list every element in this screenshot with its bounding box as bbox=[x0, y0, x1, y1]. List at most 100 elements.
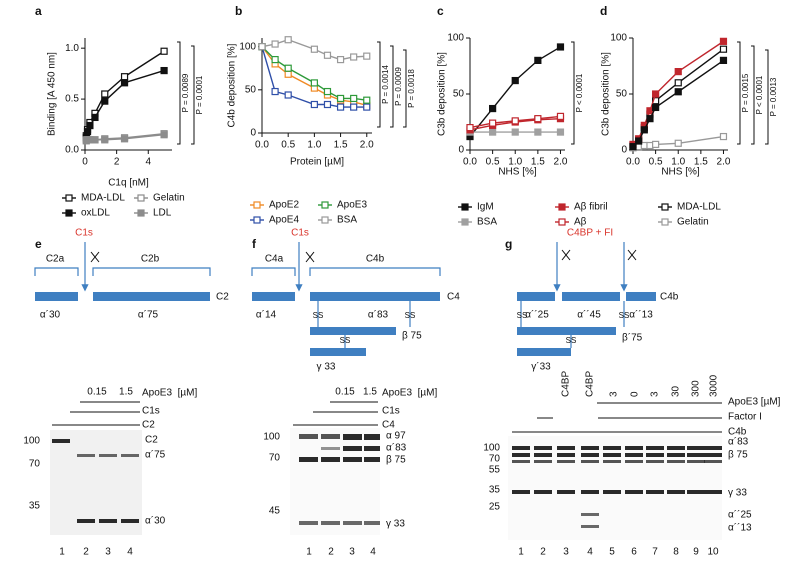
y-axis-label: Binding [A 450 nm] bbox=[47, 52, 58, 136]
band bbox=[121, 519, 139, 523]
chain-bar bbox=[517, 348, 571, 356]
band bbox=[99, 519, 117, 523]
disulfide bbox=[520, 301, 625, 348]
significance-bracket bbox=[737, 41, 741, 145]
band bbox=[603, 446, 621, 450]
header-line bbox=[293, 401, 378, 426]
bracket bbox=[251, 267, 441, 276]
blot bbox=[50, 430, 142, 535]
blot bbox=[508, 436, 722, 540]
diagram-label: β´75 bbox=[622, 332, 643, 344]
blot-label: 100 bbox=[23, 436, 40, 447]
diagram-label: e bbox=[35, 237, 42, 251]
diagram-label: γ 33 bbox=[317, 362, 336, 373]
data-point bbox=[350, 53, 358, 61]
diagram-label: C2b bbox=[141, 254, 160, 265]
x-tick-label: 1.0 bbox=[671, 157, 685, 168]
data-point bbox=[120, 73, 129, 81]
lane-header: 3 bbox=[609, 391, 620, 397]
blot-label: α´´13 bbox=[728, 522, 752, 534]
data-point bbox=[719, 56, 728, 65]
data-point bbox=[271, 40, 279, 48]
x-tick-label: 1.0 bbox=[508, 157, 522, 168]
blot-label: 100 bbox=[483, 443, 500, 454]
data-point bbox=[310, 45, 318, 53]
scissors bbox=[305, 251, 315, 263]
band bbox=[667, 490, 685, 494]
lane-number: 9 bbox=[693, 547, 699, 558]
blot-label: ApoE3 [µM] bbox=[382, 388, 437, 399]
data-point bbox=[310, 79, 318, 87]
lane-number: 2 bbox=[328, 547, 334, 558]
data-point bbox=[652, 103, 660, 112]
diagram-label: SS bbox=[517, 311, 528, 320]
lane-number: 4 bbox=[587, 547, 593, 558]
data-point bbox=[489, 104, 497, 113]
band bbox=[646, 453, 664, 457]
y-tick-label: 100 bbox=[610, 33, 627, 44]
diagram-g bbox=[517, 242, 656, 356]
panel-label: b bbox=[235, 4, 242, 18]
diagram-f bbox=[251, 242, 441, 356]
y-axis-label: C3b deposition [%] bbox=[437, 52, 448, 136]
lane-header: 3 bbox=[650, 391, 661, 397]
band bbox=[625, 460, 643, 463]
blot-e bbox=[50, 401, 142, 535]
y-axis-label: C4b deposition [%] bbox=[227, 43, 238, 127]
blot-label: C1s bbox=[382, 406, 400, 417]
diagram-label: α´´45 bbox=[577, 309, 601, 321]
legend-label: LDL bbox=[153, 208, 172, 219]
legend-marker bbox=[253, 216, 261, 224]
data-point bbox=[284, 36, 292, 44]
y-tick-label: 100 bbox=[447, 33, 464, 44]
legend-label: Aβ fibril bbox=[574, 202, 608, 213]
band bbox=[52, 439, 70, 443]
legend-label: IgM bbox=[477, 202, 494, 213]
data-point bbox=[120, 135, 129, 143]
data-point bbox=[271, 55, 279, 64]
x-tick-label: 2.0 bbox=[717, 157, 731, 168]
x-tick-label: 2.0 bbox=[554, 157, 568, 168]
data-point bbox=[674, 67, 682, 76]
legend-marker bbox=[321, 201, 329, 209]
data-point bbox=[556, 43, 565, 51]
band bbox=[625, 446, 643, 450]
band bbox=[687, 453, 705, 457]
legend-label: Gelatin bbox=[153, 193, 185, 204]
band bbox=[534, 460, 552, 463]
diagram-label: C2 bbox=[216, 292, 229, 303]
band bbox=[512, 453, 530, 457]
diagram-e bbox=[34, 242, 211, 301]
data-point bbox=[511, 117, 519, 125]
blot-label: β 75 bbox=[386, 455, 406, 466]
significance-bracket bbox=[177, 41, 181, 145]
band bbox=[512, 460, 530, 463]
chain-bar bbox=[35, 292, 78, 301]
band bbox=[687, 490, 705, 494]
data-point bbox=[83, 128, 92, 136]
band bbox=[557, 490, 575, 494]
band bbox=[581, 513, 599, 516]
lane-header: C4BP bbox=[561, 371, 572, 397]
diagram-label: C1s bbox=[75, 228, 93, 239]
band bbox=[667, 446, 685, 450]
p-value: P = 0.0014 bbox=[381, 65, 390, 104]
data-point bbox=[629, 143, 637, 151]
chain-bar bbox=[310, 292, 440, 301]
p-value: P < 0.0001 bbox=[755, 75, 764, 114]
legend-marker bbox=[253, 201, 261, 209]
legend-marker bbox=[65, 209, 73, 217]
diagram-label: SS bbox=[340, 336, 351, 345]
data-point bbox=[719, 132, 728, 141]
data-point bbox=[489, 119, 497, 127]
legend-label: ApoE3 bbox=[337, 200, 367, 211]
band bbox=[704, 453, 722, 457]
x-axis-label: Protein [µM] bbox=[290, 157, 344, 168]
data-point bbox=[363, 52, 371, 60]
legend-label: Aβ bbox=[574, 217, 587, 228]
band bbox=[512, 446, 530, 450]
data-point bbox=[556, 128, 565, 136]
x-tick-label: 1.5 bbox=[531, 157, 545, 168]
x-tick-label: 0.0 bbox=[255, 140, 269, 151]
band bbox=[121, 454, 139, 457]
